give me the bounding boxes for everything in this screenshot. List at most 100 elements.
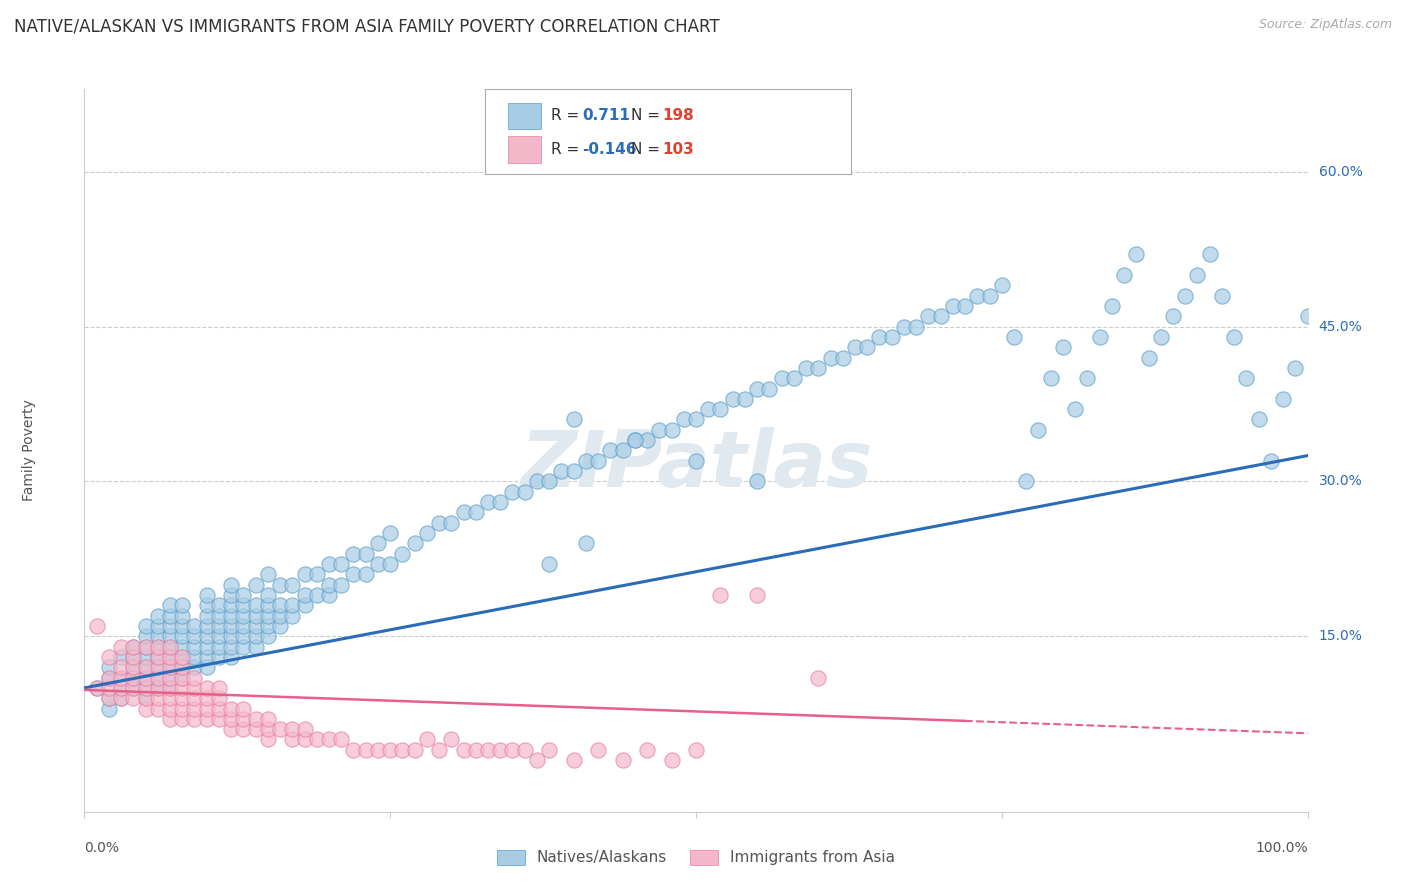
Point: [208, 629, 231, 643]
Point: [110, 681, 132, 695]
Point: [1052, 340, 1074, 354]
Point: [269, 608, 291, 623]
Point: [195, 619, 218, 633]
Point: [257, 567, 280, 582]
Point: [697, 402, 720, 417]
Point: [183, 681, 205, 695]
Point: [318, 588, 340, 602]
Text: NATIVE/ALASKAN VS IMMIGRANTS FROM ASIA FAMILY POVERTY CORRELATION CHART: NATIVE/ALASKAN VS IMMIGRANTS FROM ASIA F…: [14, 18, 720, 36]
Point: [404, 536, 426, 550]
Point: [110, 649, 132, 664]
Point: [208, 691, 231, 706]
Point: [208, 599, 231, 613]
Point: [122, 691, 145, 706]
Point: [513, 484, 536, 499]
Point: [172, 619, 194, 633]
Point: [562, 464, 585, 478]
Point: [330, 732, 353, 747]
Point: [685, 743, 707, 757]
Point: [86, 681, 108, 695]
Point: [330, 557, 353, 571]
Point: [195, 701, 218, 715]
Point: [599, 443, 621, 458]
Point: [1247, 412, 1270, 426]
Point: [232, 588, 254, 602]
Point: [661, 753, 683, 767]
Text: 198: 198: [662, 109, 695, 123]
Point: [172, 701, 194, 715]
Point: [380, 526, 402, 541]
Point: [208, 640, 231, 654]
Point: [122, 640, 145, 654]
Point: [709, 402, 731, 417]
Point: [86, 681, 108, 695]
Point: [159, 671, 181, 685]
Point: [257, 608, 280, 623]
Point: [257, 588, 280, 602]
Point: [294, 567, 316, 582]
Point: [122, 649, 145, 664]
Point: [183, 629, 205, 643]
Point: [195, 712, 218, 726]
Point: [477, 743, 499, 757]
Text: ZIPatlas: ZIPatlas: [520, 427, 872, 503]
Point: [612, 753, 634, 767]
Point: [232, 701, 254, 715]
Point: [159, 712, 181, 726]
Point: [159, 640, 181, 654]
Point: [342, 567, 364, 582]
Point: [208, 619, 231, 633]
Point: [305, 567, 328, 582]
Point: [391, 547, 413, 561]
Point: [257, 629, 280, 643]
Point: [195, 660, 218, 674]
Point: [502, 484, 524, 499]
Point: [526, 475, 548, 489]
Point: [880, 330, 903, 344]
Point: [172, 640, 194, 654]
Point: [367, 536, 389, 550]
Point: [195, 681, 218, 695]
Point: [257, 712, 280, 726]
Point: [172, 608, 194, 623]
Text: N =: N =: [631, 143, 665, 157]
Point: [97, 649, 120, 664]
Point: [685, 412, 707, 426]
Point: [538, 475, 561, 489]
Point: [183, 691, 205, 706]
Point: [709, 588, 731, 602]
Point: [844, 340, 866, 354]
Point: [1296, 310, 1319, 324]
Point: [97, 660, 120, 674]
Point: [318, 557, 340, 571]
Point: [685, 454, 707, 468]
Point: [219, 619, 242, 633]
Text: 100.0%: 100.0%: [1256, 840, 1308, 855]
Point: [146, 660, 169, 674]
Point: [219, 577, 242, 591]
Point: [172, 660, 194, 674]
Point: [330, 577, 353, 591]
Point: [135, 681, 157, 695]
Text: 60.0%: 60.0%: [1319, 165, 1362, 178]
Point: [1223, 330, 1246, 344]
Point: [245, 608, 267, 623]
Point: [550, 464, 572, 478]
Point: [135, 640, 157, 654]
Point: [453, 505, 475, 519]
Legend: Natives/Alaskans, Immigrants from Asia: Natives/Alaskans, Immigrants from Asia: [498, 849, 894, 865]
Point: [159, 649, 181, 664]
Point: [257, 732, 280, 747]
Point: [172, 599, 194, 613]
Point: [1187, 268, 1209, 282]
Point: [966, 288, 988, 302]
Point: [195, 649, 218, 664]
Point: [257, 599, 280, 613]
Point: [342, 743, 364, 757]
Point: [440, 732, 463, 747]
Point: [893, 319, 915, 334]
Point: [122, 649, 145, 664]
Point: [1002, 330, 1025, 344]
Point: [721, 392, 744, 406]
Point: [135, 691, 157, 706]
